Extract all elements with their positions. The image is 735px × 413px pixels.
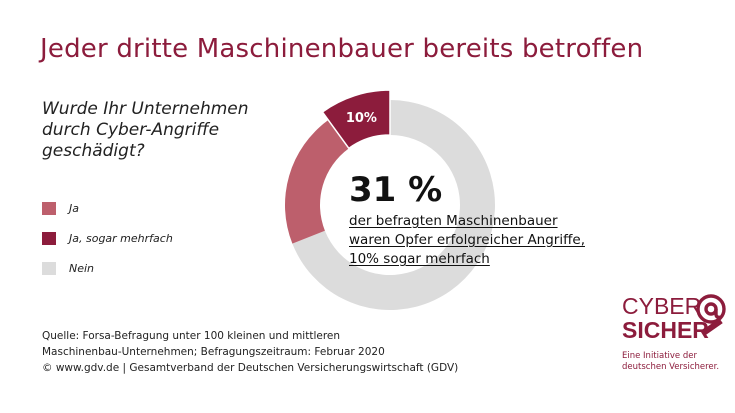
legend-label-mehrfach: Ja, sogar mehrfach [69,231,173,245]
logo-tagline-line-1: Eine Initiative der [622,351,697,361]
donut-segment-mehrfach [321,89,391,150]
legend-swatch-nein [42,261,56,275]
legend-label-nein: Nein [69,261,95,275]
callout-line-2: waren Opfer erfolgreicher Angriffe, [349,232,585,248]
callout-value: 31 % [349,170,443,210]
question-line-3: geschädigt? [42,141,145,161]
legend: Ja Ja, sogar mehrfach Nein [42,200,173,290]
callout-description: der befragten Maschinenbauer waren Opfer… [349,212,619,269]
question-line-2: durch Cyber-Angriffe [42,120,220,140]
logo-word-cyber: CYBER [622,293,701,319]
chart-title: Jeder dritte Maschinenbauer bereits betr… [40,34,644,64]
source-line-2: Maschinenbau-Unternehmen; Befragungszeit… [42,346,385,358]
logo-tagline-line-2: deutschen Versicherer. [622,362,720,372]
at-sign-icon [696,294,726,324]
callout-line-3: 10% sogar mehrfach [349,251,490,267]
source-note: Quelle: Forsa-Befragung unter 100 kleine… [42,328,522,376]
logo-accent-bar [701,318,723,336]
cyber-sicher-logo: CYBER SICHER [622,293,726,343]
survey-question: Wurde Ihr Unternehmen durch Cyber-Angrif… [42,99,262,162]
source-line-3: © www.gdv.de | Gesamtverband der Deutsch… [42,362,459,374]
donut-segment-ja [285,120,349,244]
logo-tagline: Eine Initiative der deutschen Versichere… [622,351,732,373]
callout-line-1: der befragten Maschinenbauer [349,213,558,229]
donut-segment-nein [292,100,496,311]
question-line-1: Wurde Ihr Unternehmen [42,99,249,119]
legend-item-nein: Nein [42,260,173,276]
source-line-1: Quelle: Forsa-Befragung unter 100 kleine… [42,330,341,342]
legend-item-mehrfach: Ja, sogar mehrfach [42,230,173,246]
logo-word-sicher: SICHER [622,317,709,343]
legend-swatch-mehrfach [42,231,56,245]
legend-label-ja: Ja [69,201,79,215]
legend-swatch-ja [42,201,56,215]
data-label-mehrfach: 10% [346,111,377,126]
legend-item-ja: Ja [42,200,173,216]
